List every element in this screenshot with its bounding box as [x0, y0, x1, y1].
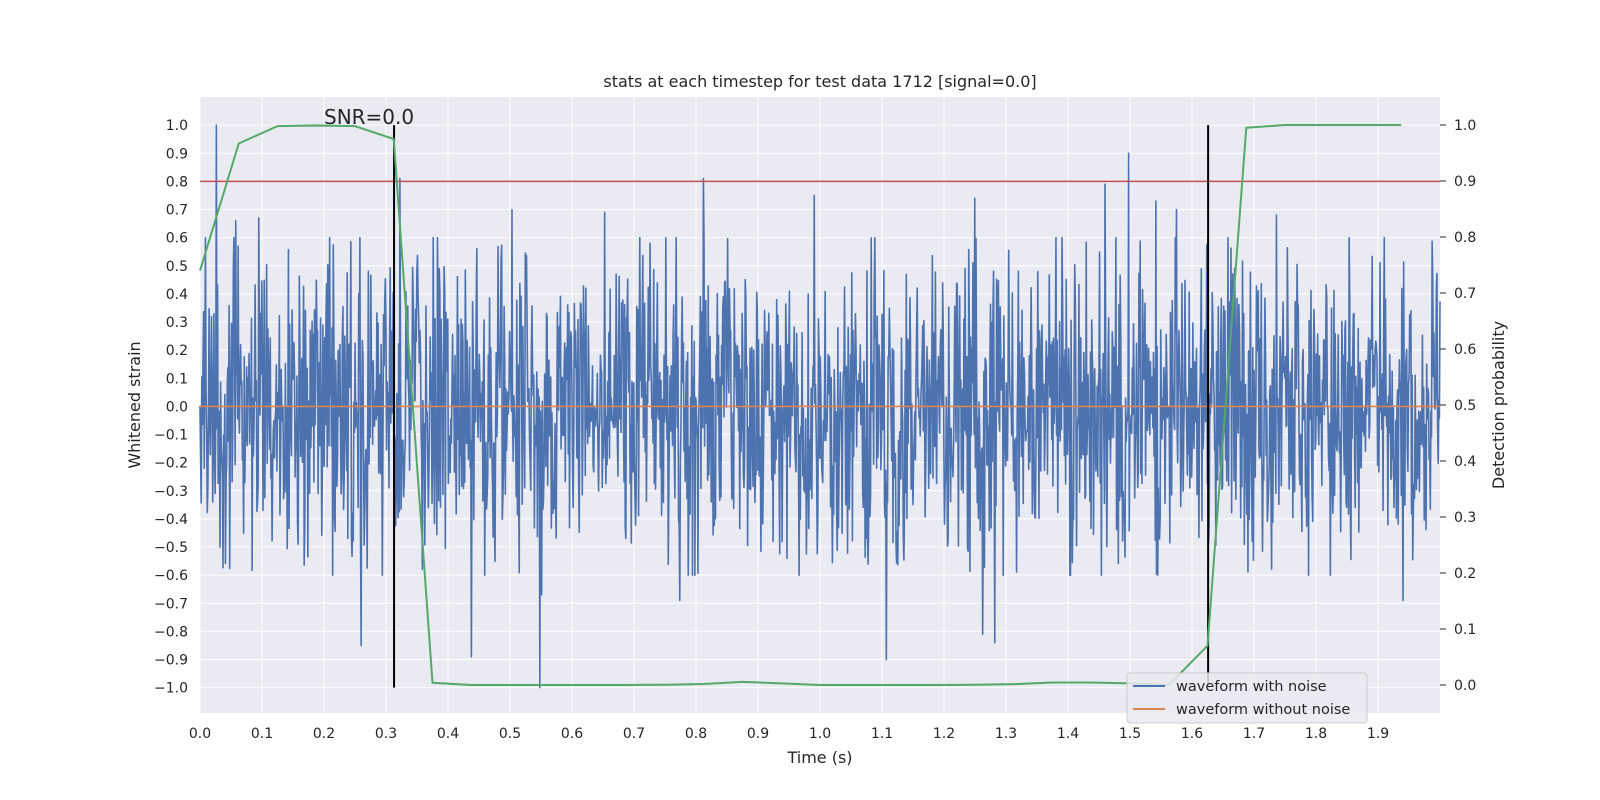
y-axis-label: Whitened strain: [125, 341, 144, 468]
right-y-axis-ticks: 1.0 0.9 0.8 0.7 0.6 0.5 0.4 0.3 0.2 0.1 0.0: [1440, 118, 1476, 694]
right-y-axis-label: Detection probability: [1489, 321, 1508, 489]
right-y-tick-label: 0.8: [1454, 230, 1476, 246]
y-tick-label: −0.6: [154, 568, 188, 584]
right-y-tick-label: 0.2: [1454, 566, 1476, 582]
right-y-tick-label: 0.9: [1454, 174, 1476, 190]
right-y-tick-label: 0.4: [1454, 454, 1476, 470]
x-axis-ticks: 0.0 0.1 0.2 0.3 0.4 0.5 0.6 0.7 0.8 0.9 1.0 1.1 1.2 1…: [189, 726, 1389, 742]
x-tick-label: 1.2: [933, 726, 955, 742]
right-y-tick-label: 1.0: [1454, 118, 1476, 134]
right-y-tick-label: 0.7: [1454, 286, 1476, 302]
x-tick-label: 0.5: [499, 726, 521, 742]
x-tick-label: 1.3: [995, 726, 1017, 742]
x-tick-label: 1.9: [1367, 726, 1389, 742]
y-tick-label: 0.2: [166, 343, 188, 359]
y-tick-label: 1.0: [166, 118, 188, 134]
x-tick-label: 1.5: [1119, 726, 1141, 742]
y-tick-label: −0.7: [154, 596, 188, 612]
right-y-tick-label: 0.1: [1454, 622, 1476, 638]
y-tick-label: −0.4: [154, 512, 188, 528]
x-tick-label: 0.0: [189, 726, 211, 742]
x-tick-label: 1.1: [871, 726, 893, 742]
y-tick-label: 0.6: [166, 231, 188, 247]
y-tick-label: −0.9: [154, 653, 188, 669]
right-y-tick-label: 0.3: [1454, 510, 1476, 526]
y-axis-ticks: 1.0 0.9 0.8 0.7 0.6 0.5 0.4 0.3 0.2 0.1 0.0 −0.1 −0.…: [154, 118, 188, 697]
y-tick-label: −0.1: [154, 428, 188, 444]
x-tick-label: 1.7: [1243, 726, 1265, 742]
x-tick-label: 0.9: [747, 726, 769, 742]
right-y-tick-label: 0.6: [1454, 342, 1476, 358]
x-tick-label: 1.4: [1057, 726, 1079, 742]
y-tick-label: 0.3: [166, 315, 188, 331]
y-tick-label: −1.0: [154, 681, 188, 697]
y-tick-label: −0.3: [154, 484, 188, 500]
y-tick-label: 0.8: [166, 174, 188, 190]
y-tick-label: 0.0: [166, 399, 188, 415]
x-tick-label: 1.0: [809, 726, 831, 742]
snr-annotation: SNR=0.0: [324, 105, 414, 129]
chart-title: stats at each timestep for test data 171…: [603, 72, 1036, 91]
series-waveform-with-noise: [199, 124, 1441, 689]
x-tick-label: 1.6: [1181, 726, 1203, 742]
x-tick-label: 1.8: [1305, 726, 1327, 742]
x-tick-label: 0.4: [437, 726, 459, 742]
x-tick-label: 0.7: [623, 726, 645, 742]
y-tick-label: −0.5: [154, 540, 188, 556]
x-tick-label: 0.1: [251, 726, 273, 742]
legend: waveform with noise waveform without noi…: [1126, 672, 1368, 724]
right-y-tick-label: 0.0: [1454, 678, 1476, 694]
right-y-tick-label: 0.5: [1454, 398, 1476, 414]
x-tick-label: 0.8: [685, 726, 707, 742]
x-axis-label: Time (s): [786, 748, 852, 767]
x-tick-label: 0.3: [375, 726, 397, 742]
x-tick-label: 0.2: [313, 726, 335, 742]
y-tick-label: −0.8: [154, 624, 188, 640]
y-tick-label: 0.5: [166, 259, 188, 275]
series-detection-probability: [199, 124, 1402, 686]
legend-box: [1126, 672, 1368, 724]
legend-entry-waveform-with-noise: waveform with noise: [1176, 679, 1327, 695]
y-tick-label: 0.1: [166, 371, 188, 387]
x-tick-label: 0.6: [561, 726, 583, 742]
series-layer: [199, 124, 1441, 689]
y-tick-label: 0.9: [166, 146, 188, 162]
y-tick-label: −0.2: [154, 456, 188, 472]
y-tick-label: 0.7: [166, 203, 188, 219]
legend-entry-waveform-without-noise: waveform without noise: [1176, 702, 1350, 718]
y-tick-label: 0.4: [166, 287, 188, 303]
